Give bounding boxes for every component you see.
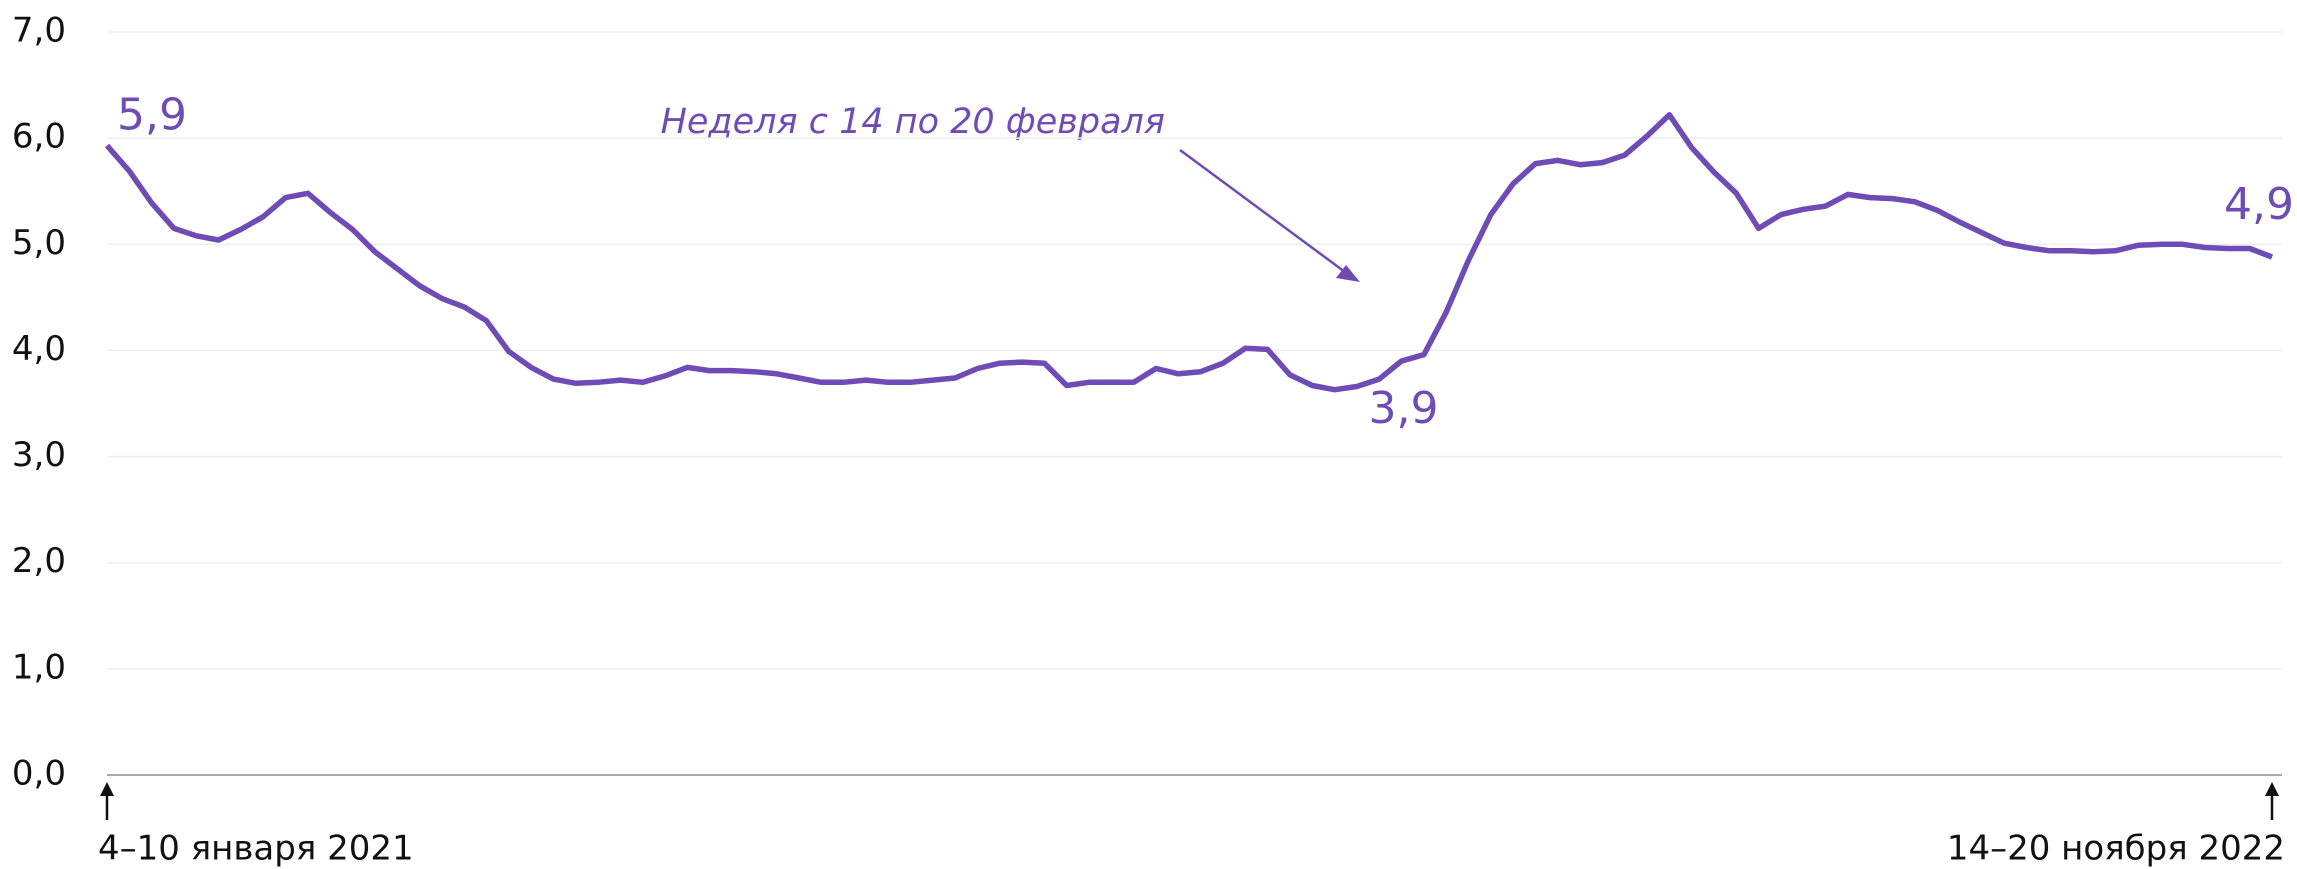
x-arrow-head: [100, 782, 114, 796]
x-arrow-head: [2265, 782, 2279, 796]
annotation: Неделя с 14 по 20 февраля: [661, 102, 1165, 142]
x-tick-label: 14–20 ноября 2022: [1947, 829, 2285, 869]
y-tick-label: 2,0: [12, 541, 66, 581]
value-label: 5,9: [117, 90, 187, 141]
y-tick-label: 5,0: [12, 223, 66, 263]
value-label: 3,9: [1369, 383, 1439, 434]
y-tick-label: 6,0: [12, 117, 66, 157]
y-tick-label: 7,0: [12, 11, 66, 51]
y-tick-label: 4,0: [12, 329, 66, 369]
line: [104, 112, 2273, 393]
y-tick-label: 3,0: [12, 435, 66, 475]
y-tick-label: 1,0: [12, 647, 66, 687]
x-tick-label: 4–10 января 2021: [98, 829, 414, 869]
y-tick-label: 0,0: [12, 754, 66, 794]
value-label: 4,9: [2224, 179, 2294, 230]
annotation-arrowhead: [1336, 265, 1360, 282]
annotation-arrow: [1179, 148, 1346, 274]
